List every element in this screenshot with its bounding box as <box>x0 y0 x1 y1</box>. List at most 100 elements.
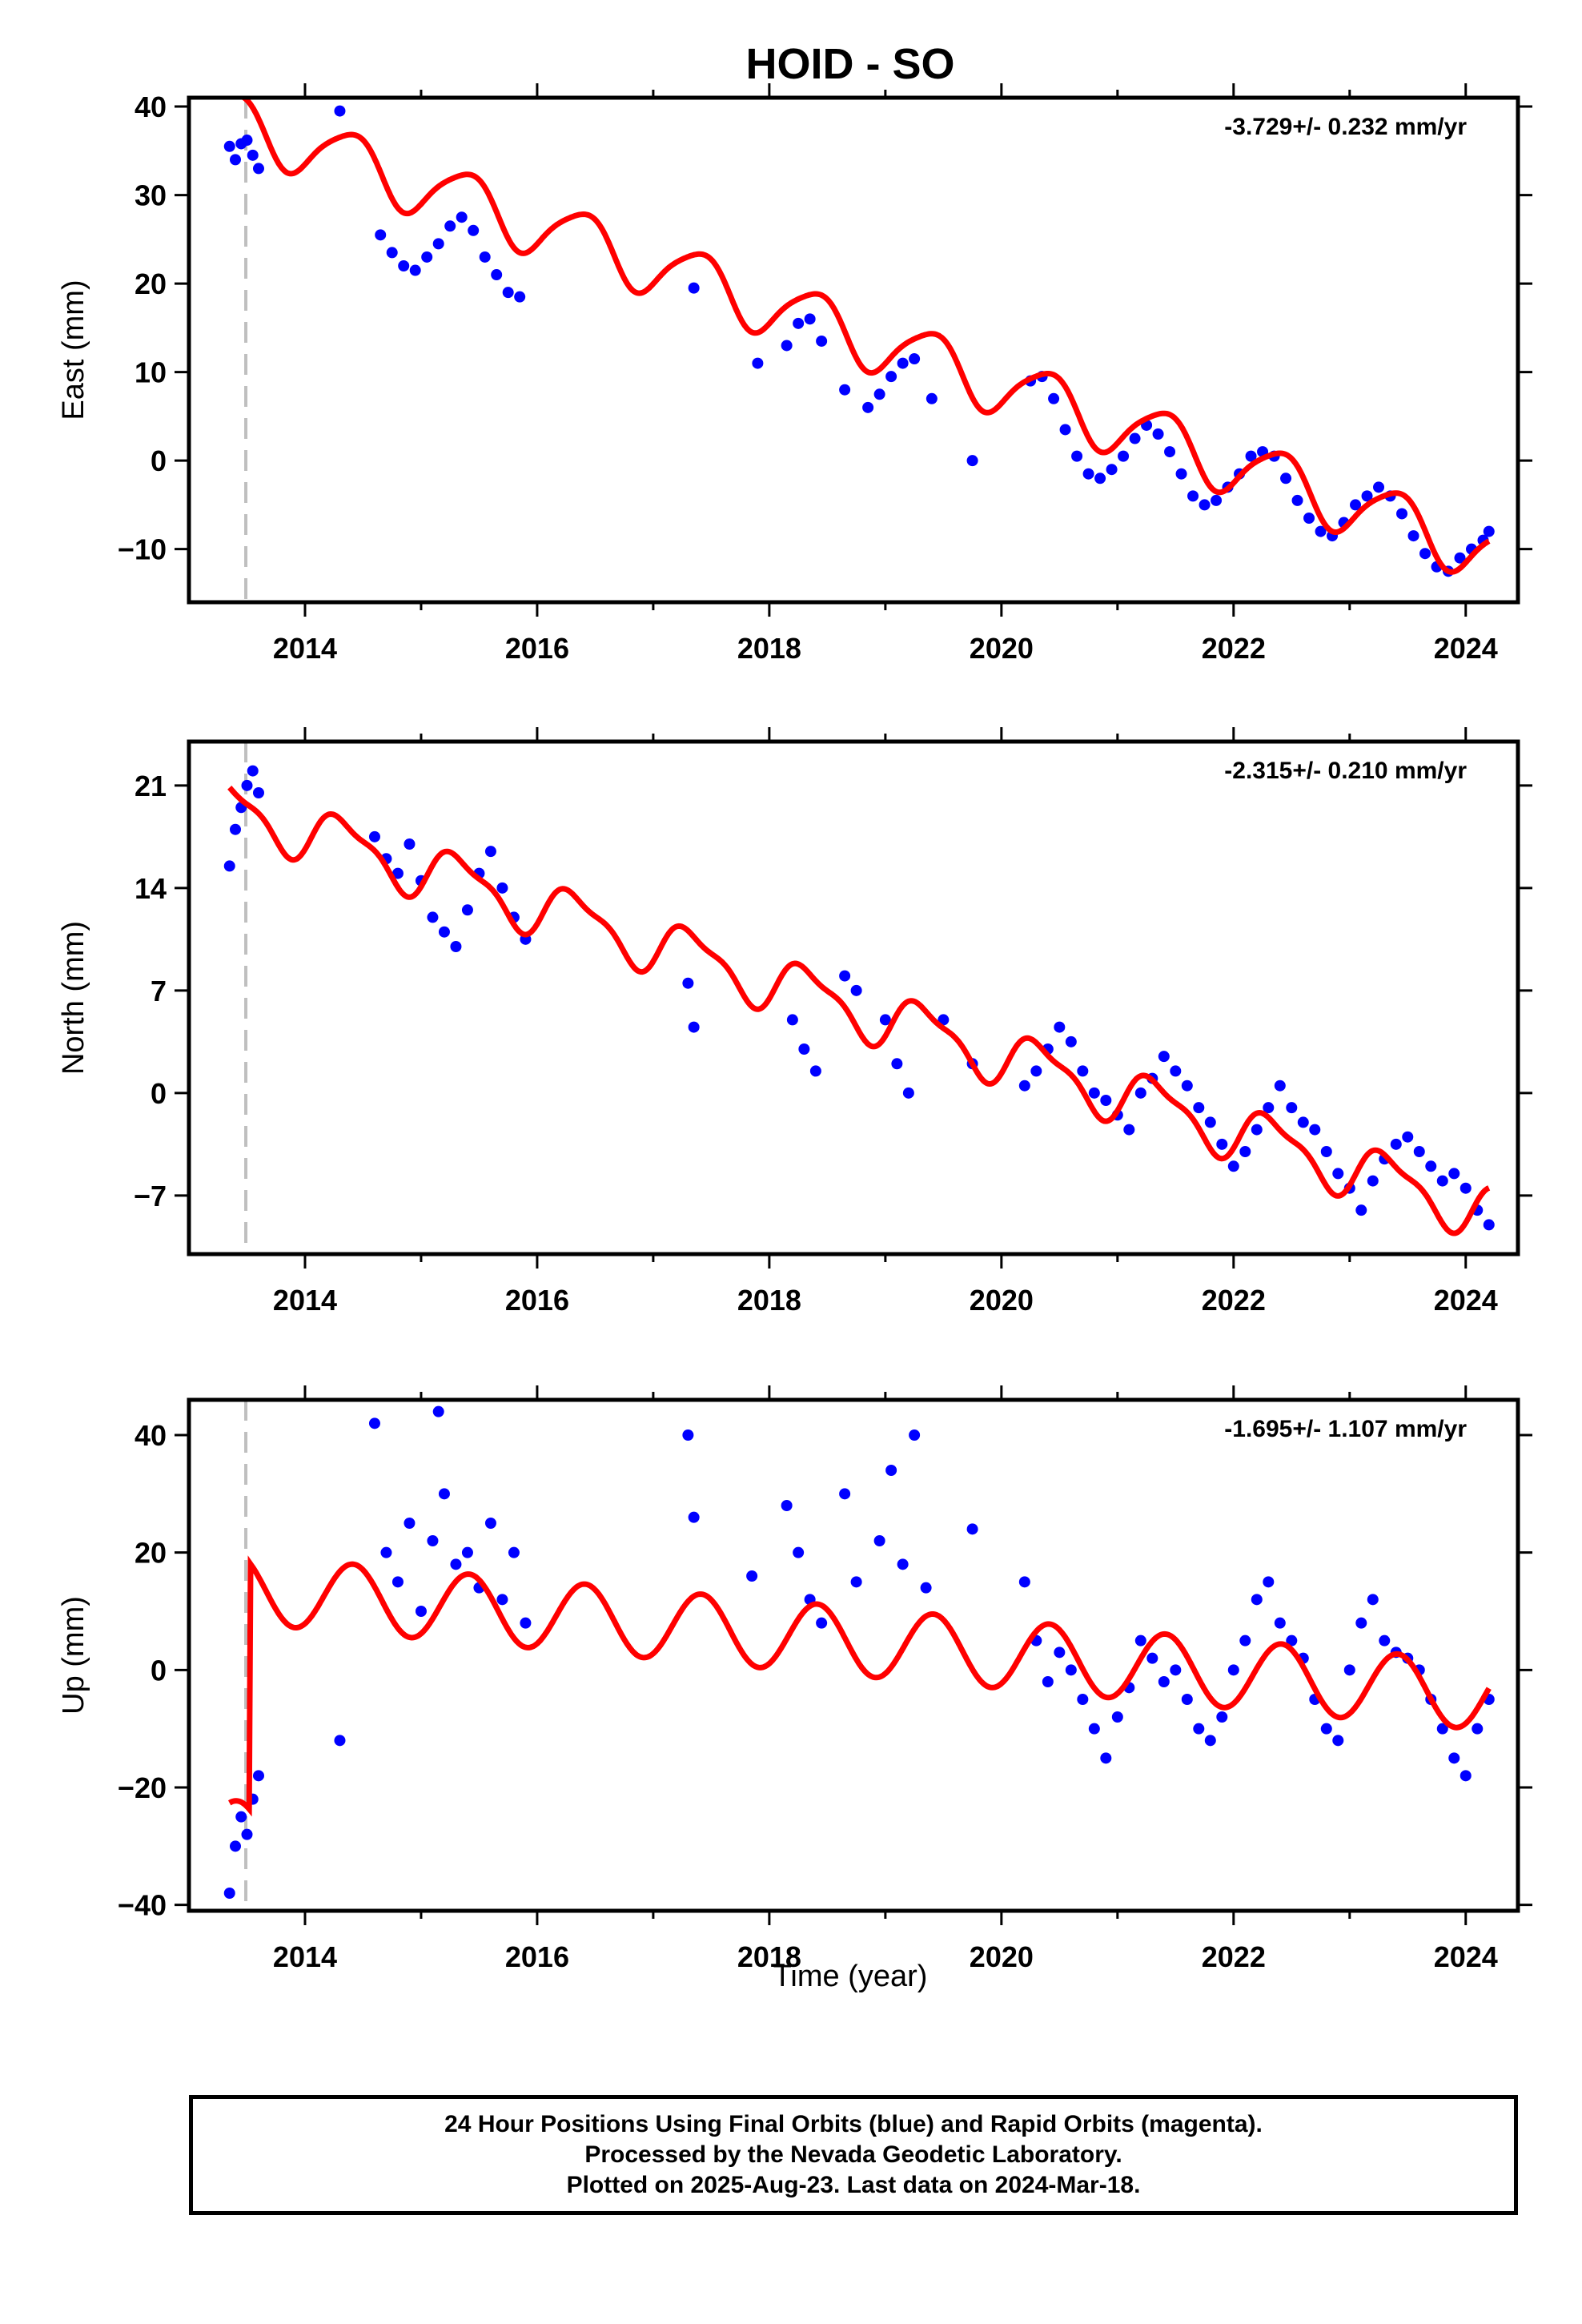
x-tick-label: 2024 <box>1434 1940 1498 1973</box>
data-point-north <box>798 1043 810 1055</box>
data-point-north <box>879 1014 891 1026</box>
data-point-up <box>235 1811 247 1823</box>
data-point-up <box>1181 1694 1193 1705</box>
rate-annotation-east: -3.729+/- 0.232 mm/yr <box>1224 114 1467 140</box>
data-point-east <box>1094 472 1106 485</box>
data-point-up <box>682 1429 694 1441</box>
data-point-north <box>1402 1131 1414 1143</box>
model-curve-up <box>228 1555 1492 1817</box>
data-point-north <box>1286 1102 1298 1114</box>
data-point-up <box>432 1405 444 1417</box>
data-point-north <box>461 904 473 916</box>
data-point-north <box>1170 1065 1182 1077</box>
data-point-north <box>1158 1051 1170 1063</box>
data-point-up <box>229 1840 241 1852</box>
data-point-north <box>1018 1080 1030 1092</box>
data-point-up <box>1204 1735 1216 1747</box>
data-point-north <box>1088 1087 1100 1099</box>
data-point-up <box>1448 1752 1460 1764</box>
data-point-up <box>252 1770 264 1782</box>
panel-east: 2014 2016 2018 2020 2022 2024 40 30 20 10 0 −10 East… <box>57 83 1532 665</box>
data-point-up <box>1088 1723 1100 1735</box>
data-point-up <box>1146 1652 1158 1664</box>
data-point-up <box>380 1546 392 1558</box>
data-point-up <box>1239 1634 1251 1647</box>
data-point-east <box>252 163 264 175</box>
data-point-north <box>1309 1124 1321 1136</box>
data-point-up <box>1193 1723 1205 1735</box>
y-tick-label: 0 <box>151 1077 167 1110</box>
data-point-up <box>1263 1576 1275 1588</box>
data-point-up <box>920 1582 932 1594</box>
data-point-north <box>1274 1080 1286 1092</box>
data-point-up <box>1379 1634 1391 1647</box>
data-point-north <box>404 838 416 850</box>
y-axis-title-east: East (mm) <box>57 279 90 420</box>
x-tick-label: 2018 <box>737 1284 801 1317</box>
data-point-east <box>456 211 468 223</box>
x-tick-label: 2014 <box>273 632 337 665</box>
data-point-east <box>909 353 921 365</box>
data-point-east <box>247 149 259 161</box>
data-point-up <box>1472 1723 1484 1735</box>
data-point-east <box>1454 552 1466 564</box>
data-point-north <box>1460 1182 1472 1194</box>
data-point-up <box>508 1546 520 1558</box>
data-point-east <box>421 251 433 263</box>
x-tick-label: 2016 <box>505 1940 569 1973</box>
data-point-north <box>241 779 253 791</box>
data-point-east <box>1152 428 1164 440</box>
data-point-east <box>926 392 938 404</box>
x-tick-label: 2022 <box>1202 1940 1266 1973</box>
data-point-up <box>873 1535 885 1546</box>
data-point-up <box>241 1828 253 1840</box>
data-point-up <box>484 1518 496 1529</box>
x-tick-label: 2020 <box>970 1284 1034 1317</box>
data-point-up <box>1332 1735 1344 1747</box>
data-point-east <box>781 340 793 352</box>
data-point-up <box>1343 1664 1355 1676</box>
data-point-east <box>1199 499 1211 511</box>
data-point-east <box>444 220 456 232</box>
data-point-east <box>1483 525 1495 537</box>
data-point-up <box>1170 1664 1182 1676</box>
data-point-east <box>804 313 816 325</box>
y-tick-label: −40 <box>118 1889 167 1922</box>
x-tick-label: 2014 <box>273 1284 337 1317</box>
footer-line-2: Processed by the Nevada Geodetic Laborat… <box>584 2141 1122 2168</box>
y-tick-label: 40 <box>135 1419 167 1452</box>
data-point-north <box>839 970 851 982</box>
data-point-east <box>688 282 700 294</box>
data-point-up <box>1460 1770 1472 1782</box>
data-point-east <box>1407 530 1419 542</box>
data-point-north <box>850 984 862 996</box>
data-point-up <box>909 1429 921 1441</box>
data-point-north <box>1100 1095 1112 1106</box>
x-tick-label: 2020 <box>970 1940 1034 1973</box>
data-point-up <box>688 1511 700 1523</box>
data-point-up <box>1065 1664 1077 1676</box>
plot-frame-north <box>187 739 1520 1256</box>
data-point-up <box>223 1888 235 1899</box>
data-point-east <box>885 371 897 383</box>
data-point-east <box>514 291 526 303</box>
data-point-north <box>786 1014 798 1026</box>
data-point-east <box>334 105 346 117</box>
x-tick-label: 2014 <box>273 1940 337 1973</box>
y-tick-label: −7 <box>134 1180 167 1212</box>
data-point-north <box>1030 1065 1042 1077</box>
data-point-up <box>1158 1676 1170 1687</box>
data-point-east <box>873 388 885 400</box>
y-tick-label: 21 <box>135 770 167 802</box>
data-point-east <box>1129 432 1141 444</box>
data-point-north <box>427 911 439 923</box>
model-curve-north <box>227 786 1491 1236</box>
data-point-north <box>1263 1102 1275 1114</box>
data-point-east <box>1211 494 1223 506</box>
data-point-north <box>391 867 404 879</box>
y-axis-title-up: Up (mm) <box>57 1596 90 1715</box>
data-point-north <box>1134 1087 1146 1099</box>
data-point-east <box>479 251 491 263</box>
data-point-north <box>484 846 496 858</box>
